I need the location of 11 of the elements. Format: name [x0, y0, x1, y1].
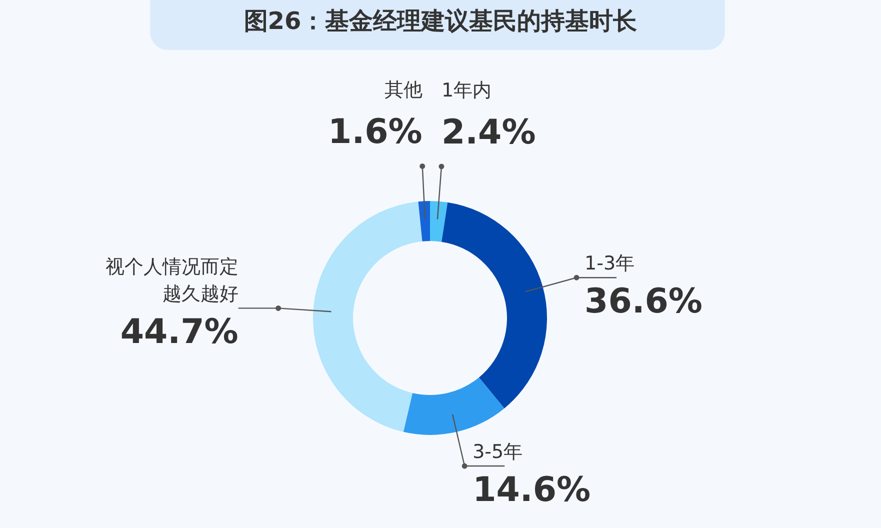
- slice-label: 3-5年: [472, 441, 523, 464]
- slice-label: 1年内: [441, 79, 492, 102]
- slice-label: 视个人情况而定越久越好: [105, 256, 238, 306]
- data-label: 44.7%: [120, 312, 238, 352]
- data-label: 36.6%: [584, 282, 703, 322]
- data-label: 14.6%: [472, 470, 591, 510]
- data-label: 2.4%: [441, 112, 536, 152]
- chart-title: 图26：基金经理建议基民的持基时长: [244, 7, 638, 35]
- slice-label: 1-3年: [584, 252, 635, 275]
- slice-label: 其他: [384, 79, 422, 102]
- data-label: 1.6%: [328, 112, 422, 152]
